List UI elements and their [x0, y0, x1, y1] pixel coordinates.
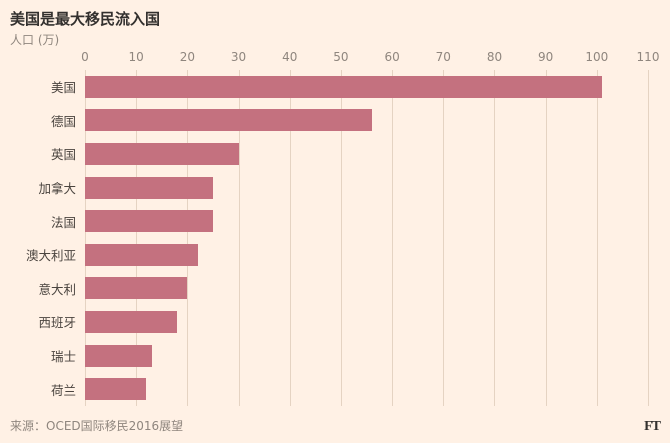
bar-瑞士 — [85, 344, 152, 367]
x-axis-unit-label: 人口 (万) — [10, 33, 60, 47]
gridline — [238, 70, 240, 406]
gridline — [340, 70, 342, 406]
ft-logo: FT — [644, 419, 661, 434]
gridline — [545, 70, 547, 406]
bar-澳大利亚 — [85, 243, 198, 266]
bar-row — [85, 176, 648, 199]
category-labels: 美国德国英国加拿大法国澳大利亚意大利西班牙瑞士荷兰 — [0, 70, 76, 406]
gridline — [648, 70, 649, 406]
bar-row — [85, 142, 648, 165]
category-label: 澳大利亚 — [25, 248, 76, 264]
gridline — [494, 70, 496, 406]
category-label: 加拿大 — [38, 181, 76, 197]
tick-label: 100 — [585, 50, 609, 64]
bar-row — [85, 243, 648, 266]
tick-label: 80 — [486, 50, 503, 64]
x-axis-ticks: 0 10 20 30 40 50 60 70 80 90 100 110 — [81, 50, 659, 64]
tick-label: 10 — [128, 50, 144, 64]
tick-label: 50 — [333, 50, 349, 64]
bar-row — [85, 210, 648, 233]
gridline — [136, 70, 138, 406]
bar-英国 — [85, 142, 239, 165]
category-label: 德国 — [50, 113, 76, 129]
category-label: 意大利 — [38, 281, 76, 297]
category-label: 西班牙 — [38, 315, 76, 331]
bar-德国 — [85, 109, 372, 132]
category-label: 瑞士 — [50, 349, 76, 365]
chart-title: 美国是最大移民流入国 — [10, 10, 161, 28]
category-label: 美国 — [50, 80, 76, 96]
category-label: 荷兰 — [50, 382, 76, 398]
tick-label: 110 — [636, 50, 660, 64]
tick-label: 30 — [230, 50, 247, 64]
bar-rows — [85, 70, 648, 406]
category-label: 英国 — [50, 147, 76, 163]
bar-美国 — [85, 75, 602, 98]
tick-label: 70 — [435, 50, 451, 64]
bar-意大利 — [85, 277, 188, 300]
gridline — [596, 70, 598, 406]
tick-label: 0 — [81, 50, 89, 64]
tick-label: 20 — [179, 50, 195, 64]
gridline — [289, 70, 291, 406]
bar-荷兰 — [85, 378, 147, 401]
bar-法国 — [85, 210, 213, 233]
bar-row — [85, 109, 648, 132]
bar-row — [85, 344, 648, 367]
tick-label: 60 — [384, 50, 400, 64]
gridline — [392, 70, 394, 406]
gridline — [85, 70, 86, 406]
source-note: 来源：OCED国际移民2016展望 — [10, 419, 184, 433]
tick-label: 90 — [537, 50, 554, 64]
bar-row — [85, 75, 648, 98]
gridline — [443, 70, 445, 406]
bar-西班牙 — [85, 310, 178, 333]
bar-row — [85, 310, 648, 333]
gridline — [187, 70, 189, 406]
bar-加拿大 — [85, 176, 213, 199]
tick-label: 40 — [282, 50, 298, 64]
category-label: 法国 — [50, 214, 76, 230]
plot-area — [85, 70, 649, 406]
bar-row — [85, 378, 648, 401]
bar-row — [85, 277, 648, 300]
